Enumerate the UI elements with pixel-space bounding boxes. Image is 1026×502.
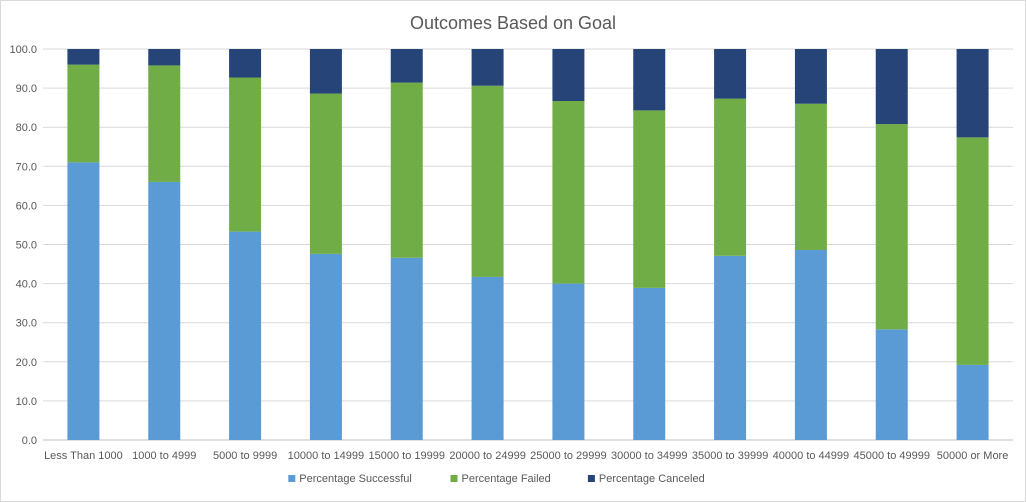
bar-segment	[956, 49, 989, 138]
x-tick-label: 15000 to 19999	[369, 450, 445, 462]
x-tick-label: 1000 to 4999	[132, 450, 196, 462]
y-tick-label: 70.0	[16, 161, 37, 173]
y-tick-label: 10.0	[16, 396, 37, 408]
x-tick-label: Less Than 1000	[44, 450, 123, 462]
y-axis: 0.0 10.0 20.0 30.0 40.0 50.0 60.0 70.0 80.0 90.0 1…	[9, 44, 37, 447]
y-tick-label: 40.0	[16, 279, 37, 291]
bar-segment	[229, 49, 262, 78]
legend-label: Percentage Successful	[299, 473, 412, 485]
bar-segment	[714, 255, 747, 440]
bar-segment	[229, 77, 262, 232]
bar-segment	[552, 283, 585, 440]
legend-label: Percentage Failed	[462, 473, 551, 485]
legend-swatch	[288, 475, 296, 482]
y-tick-label: 20.0	[16, 357, 37, 369]
x-axis: Less Than 1000 1000 to 4999 5000 to 9999 10…	[44, 450, 1008, 462]
x-tick-label: 30000 to 34999	[611, 450, 687, 462]
bar-segment	[471, 85, 504, 277]
bars	[67, 49, 989, 440]
bar-segment	[714, 49, 747, 99]
bar-segment	[875, 124, 908, 330]
bar-segment	[552, 101, 585, 284]
bar-segment	[633, 110, 666, 288]
y-tick-label: 50.0	[16, 240, 37, 252]
bar-segment	[875, 329, 908, 440]
bar-segment	[794, 103, 827, 250]
bar-segment	[552, 49, 585, 102]
bar-segment	[633, 287, 666, 440]
bar-segment	[148, 65, 181, 182]
legend-swatch	[587, 475, 595, 482]
y-tick-label: 0.0	[22, 435, 37, 447]
bar-segment	[956, 137, 989, 365]
y-tick-label: 100.0	[9, 44, 37, 56]
y-tick-label: 30.0	[16, 318, 37, 330]
y-tick-label: 90.0	[16, 83, 37, 95]
bar-segment	[390, 82, 423, 258]
bar-segment	[956, 364, 989, 440]
bar-segment	[794, 49, 827, 104]
bar-segment	[148, 181, 181, 440]
x-tick-label: 35000 to 39999	[692, 450, 768, 462]
x-tick-label: 45000 to 49999	[854, 450, 930, 462]
bar-segment	[714, 98, 747, 256]
legend-label: Percentage Canceled	[599, 473, 705, 485]
x-tick-label: 25000 to 29999	[530, 450, 606, 462]
bar-segment	[471, 276, 504, 440]
bar-segment	[309, 93, 342, 254]
x-tick-label: 40000 to 44999	[773, 450, 849, 462]
chart-title: Outcomes Based on Goal	[410, 13, 616, 33]
legend-swatch	[450, 475, 458, 482]
bar-segment	[148, 49, 181, 66]
bar-segment	[67, 49, 100, 65]
bar-segment	[229, 231, 262, 440]
bar-segment	[794, 249, 827, 440]
y-tick-label: 60.0	[16, 200, 37, 212]
bar-segment	[309, 49, 342, 94]
bar-segment	[309, 253, 342, 440]
bar-segment	[390, 257, 423, 440]
bar-segment	[875, 49, 908, 125]
bar-segment	[633, 49, 666, 111]
x-tick-label: 20000 to 24999	[449, 450, 525, 462]
bar-segment	[67, 162, 100, 440]
legend: Percentage Successful Percentage Failed Pe…	[288, 473, 705, 485]
bar-segment	[67, 64, 100, 163]
x-tick-label: 50000 or More	[937, 450, 1009, 462]
gridlines	[43, 48, 1013, 441]
x-tick-label: 5000 to 9999	[213, 450, 277, 462]
x-tick-label: 10000 to 14999	[288, 450, 364, 462]
bar-segment	[471, 49, 504, 86]
y-tick-label: 80.0	[16, 122, 37, 134]
bar-segment	[390, 49, 423, 83]
